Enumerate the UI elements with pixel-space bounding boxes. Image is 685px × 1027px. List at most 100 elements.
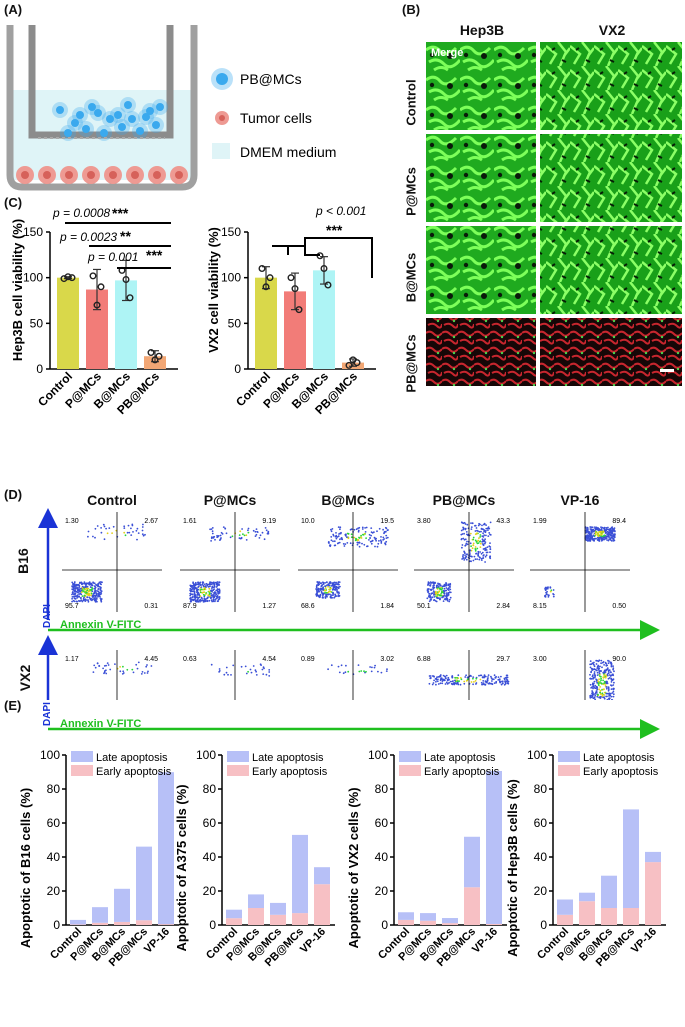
data-point [155,352,163,360]
event-dot [495,675,497,678]
event-dot [335,583,338,585]
event-dot [477,540,479,542]
event-dot [89,597,91,600]
event-dot [477,550,480,553]
event-dot [135,663,138,666]
event-dot [72,592,74,595]
event-dot [601,666,603,669]
micro-col-hep3b: Hep3B [459,22,505,38]
y-tick-label: 20 [534,884,548,898]
event-dot [333,584,335,586]
apoptosis-chart-1: Apoptotic of A375 cells (%) 020406080100C… [174,748,335,969]
event-dot [316,593,318,596]
event-dot [600,526,602,528]
event-dot [443,590,446,593]
event-dot [195,587,198,590]
event-dot [214,600,216,603]
event-dot [327,668,329,671]
event-dot [73,600,76,603]
event-dot [342,543,345,545]
event-dot [457,682,459,684]
event-dot [86,585,89,588]
event-dot [339,538,341,541]
y-tick-label: 40 [534,850,548,864]
tumor-cell-core [175,171,183,179]
event-dot [211,587,213,589]
event-dot [437,683,440,685]
event-dot [431,596,434,599]
event-dot [355,528,358,531]
event-dot [431,683,434,686]
bar-late [292,834,308,914]
event-dot [89,583,92,586]
event-dot [356,543,359,546]
event-dot [597,669,600,671]
event-dot [189,597,192,600]
event-dot [91,584,94,587]
event-dot [465,680,468,682]
event-dot [457,674,460,677]
quadrant-ur: 4.45 [144,656,158,663]
bar [284,291,306,369]
y-tick-label: 100 [23,271,43,285]
event-dot [189,589,192,592]
particle [94,109,102,117]
bar-late [486,770,502,924]
event-dot [344,671,347,674]
event-dot [479,551,481,553]
event-dot [610,536,613,539]
legend-early: Early apoptosis [96,766,172,778]
event-dot [471,547,474,550]
event-dot [488,545,491,548]
event-dot [434,677,437,680]
event-dot [210,589,213,592]
event-dot [213,592,215,594]
event-dot [433,599,436,601]
event-dot [105,664,107,667]
event-dot [478,537,480,539]
event-dot [607,687,610,690]
legend-early: Early apoptosis [424,766,500,778]
event-dot [490,682,492,685]
bar-late [270,902,286,915]
event-dot [474,546,477,548]
event-dot [383,530,386,533]
event-dot [339,526,342,529]
event-dot [463,532,465,535]
event-dot [195,583,198,586]
quadrant-ur: 9.19 [262,518,276,525]
bar-early [579,901,595,925]
event-dot [324,587,327,590]
particle [136,127,144,135]
event-dot [600,529,603,531]
event-dot [88,596,91,599]
event-dot [597,529,600,532]
event-dot [377,542,380,545]
event-dot [335,537,338,540]
event-dot [202,581,205,584]
event-dot [357,527,359,530]
event-dot [227,673,229,676]
event-dot [76,594,79,597]
event-dot [592,684,594,686]
event-dot [611,529,614,532]
event-dot [459,683,462,686]
event-dot [214,591,217,594]
event-dot [315,588,317,590]
event-dot [97,588,100,590]
event-dot [211,583,213,586]
event-dot [597,693,599,696]
event-dot [358,545,361,548]
event-dot [433,596,436,598]
event-dot [593,529,596,532]
event-dot [71,581,74,584]
y-tick-label: 20 [47,884,61,898]
event-dot [443,587,446,590]
event-dot [607,692,610,695]
event-dot [332,585,335,588]
event-dot [464,544,467,547]
event-dot [500,675,502,678]
event-dot [328,544,331,547]
event-dot [426,597,429,600]
event-dot [441,680,444,682]
